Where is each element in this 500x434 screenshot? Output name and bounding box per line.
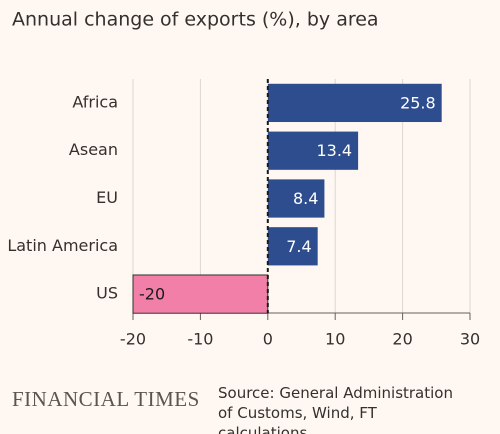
bar xyxy=(267,227,318,266)
y-tick-label: EU xyxy=(96,188,118,207)
bar xyxy=(132,274,269,314)
value-label: 8.4 xyxy=(293,189,318,208)
y-tick-label: US xyxy=(96,284,118,303)
bar xyxy=(267,131,359,170)
chart-title: Annual change of exports (%), by area xyxy=(12,9,379,31)
value-label: 25.8 xyxy=(400,93,436,112)
y-tick-label: Africa xyxy=(72,92,118,111)
value-label: -20 xyxy=(139,285,165,304)
x-tick-label: 30 xyxy=(460,330,480,349)
value-label: 13.4 xyxy=(316,141,352,160)
branding: FINANCIAL TIMES xyxy=(12,387,200,411)
x-tick-label: 10 xyxy=(325,330,345,349)
x-tick-label: -10 xyxy=(187,330,213,349)
bar xyxy=(267,83,442,123)
y-tick-label: Asean xyxy=(69,140,118,159)
x-tick-label: 20 xyxy=(392,330,412,349)
bar xyxy=(267,179,325,218)
x-tick-label: -20 xyxy=(120,330,146,349)
y-tick-label: Latin America xyxy=(7,236,118,255)
x-tick-label: 0 xyxy=(263,330,273,349)
value-label: 7.4 xyxy=(286,237,311,256)
source-note: Source: General Administration of Custom… xyxy=(218,384,453,434)
